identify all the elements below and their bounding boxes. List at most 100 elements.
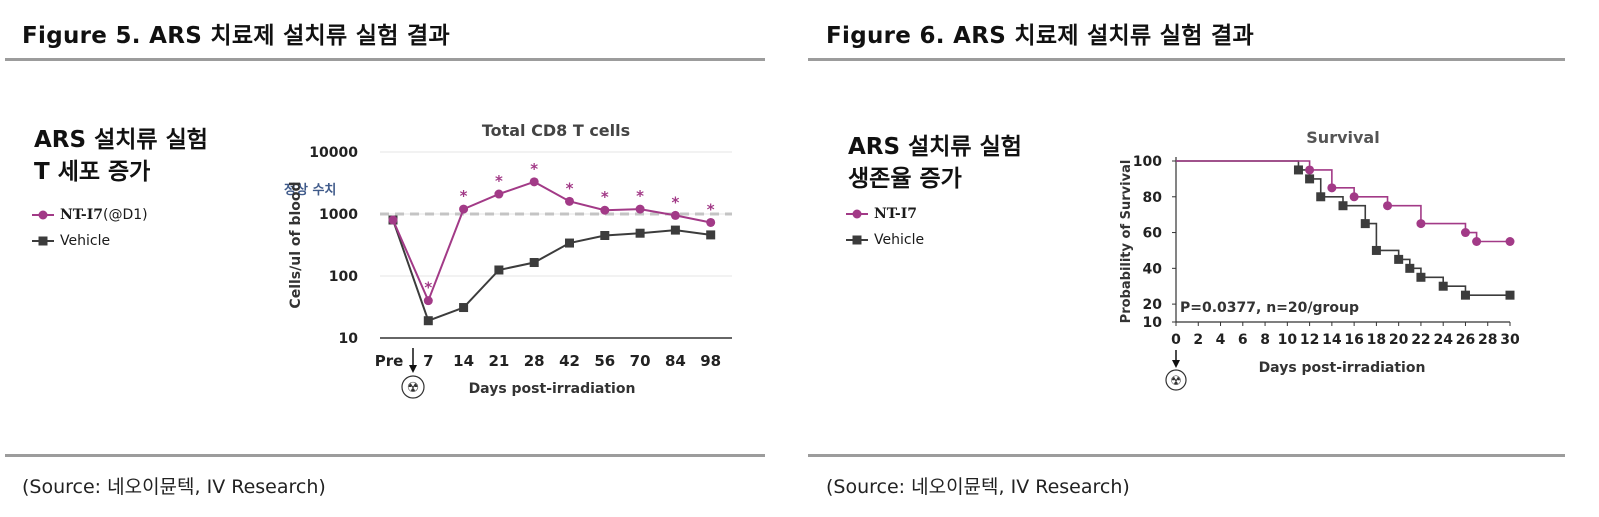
p-value-annotation: P=0.0377, n=20/group: [1180, 300, 1359, 316]
data-point-nt-i7: [494, 189, 504, 199]
legend-item-vehicle: Vehicle: [32, 228, 148, 254]
y-axis-label: Cells/ul of blood: [288, 181, 304, 308]
x-tick-label: 20: [1389, 332, 1409, 348]
data-point-vehicle: [459, 303, 469, 313]
x-tick-label: 70: [630, 352, 651, 370]
legend-swatch-circle: [846, 209, 868, 219]
heading-line-2: T 세포 증가: [34, 159, 151, 185]
legend-label-nt-i7: NT-I7: [60, 207, 103, 223]
significance-star: *: [424, 279, 432, 297]
x-tick-label: 28: [524, 352, 545, 370]
y-tick-label: 80: [1143, 190, 1163, 206]
significance-star: *: [636, 187, 644, 205]
data-point-vehicle: [1338, 201, 1348, 211]
x-tick-label: 21: [488, 352, 509, 370]
x-tick-label: 26: [1456, 332, 1475, 348]
x-tick-label: 8: [1260, 332, 1270, 348]
y-tick-label: 20: [1143, 297, 1163, 313]
y-axis-label: Probability of Survival: [1119, 160, 1134, 324]
radiation-icon-ring: [401, 375, 425, 399]
data-point-nt-i7: [529, 177, 539, 187]
legend-label-vehicle: Vehicle: [60, 233, 111, 249]
legend-item-nt-i7: NT-I7 (@D1): [32, 202, 148, 228]
figure-6-panel: Figure 6. ARS 치료제 설치류 실험 결과 ARS 설치류 실험 생…: [808, 0, 1599, 517]
data-point-nt-i7: [388, 215, 398, 225]
chart-heading: ARS 설치류 실험 생존율 증가: [848, 131, 1022, 195]
series-line-vehicle: [392, 219, 711, 323]
x-tick-label: Pre: [375, 352, 404, 370]
data-point-nt-i7: [1416, 219, 1426, 229]
significance-star: *: [495, 172, 503, 190]
series-step-vehicle: [1176, 160, 1510, 296]
figure-5-panel: Figure 5. ARS 치료제 설치류 실험 결과 ARS 설치류 실험 T…: [0, 0, 780, 517]
legend-label-vehicle: Vehicle: [874, 232, 925, 248]
legend-label-nt-i7: NT-I7: [874, 206, 917, 222]
data-point-vehicle: [1394, 254, 1404, 264]
heading-line-2: 생존율 증가: [848, 166, 962, 192]
significance-star: *: [671, 193, 679, 211]
data-point-nt-i7: [1327, 183, 1337, 193]
legend: NT-I7 Vehicle: [846, 201, 924, 253]
legend: NT-I7 (@D1) Vehicle: [32, 202, 148, 254]
y-tick-label: 1000: [319, 207, 358, 223]
chart-title: Total CD8 T cells: [482, 121, 630, 140]
title-rule: [5, 58, 765, 61]
heading-line-1: ARS 설치류 실험: [848, 134, 1022, 160]
heading-line-1: ARS 설치류 실험: [34, 127, 208, 153]
y-tick-label: 10: [339, 331, 359, 347]
y-tick-label: 10: [1143, 315, 1163, 331]
data-point-vehicle: [635, 228, 645, 238]
x-tick-label: 56: [594, 352, 615, 370]
data-point-vehicle: [1371, 245, 1381, 255]
legend-swatch-square: [32, 236, 54, 246]
y-tick-label: 40: [1143, 261, 1163, 277]
data-point-vehicle: [1293, 165, 1303, 175]
significance-star: *: [707, 200, 715, 218]
data-point-vehicle: [529, 258, 539, 268]
data-point-vehicle: [1438, 281, 1448, 291]
cd8-chart: Total CD8 T cells 10 100 1000 10000 정상 수치Cell…: [284, 121, 732, 399]
x-tick-label: 10: [1278, 332, 1298, 348]
data-point-nt-i7: [1505, 237, 1515, 246]
x-tick-label: 7: [423, 352, 433, 370]
data-point-vehicle: [1316, 192, 1326, 202]
data-point-vehicle: [1460, 290, 1470, 300]
series-line-nt-i7: [392, 180, 711, 304]
x-tick-label: 98: [700, 352, 721, 370]
y-tick-label: 60: [1143, 226, 1163, 242]
data-point-nt-i7: [706, 217, 716, 227]
x-tick-label: 6: [1238, 332, 1248, 348]
x-tick-label: 16: [1344, 332, 1363, 348]
significance-star: *: [566, 179, 574, 197]
y-tick-label: 100: [329, 269, 358, 285]
data-point-nt-i7: [1460, 228, 1470, 238]
data-point-nt-i7: [600, 205, 610, 215]
x-tick-label: 30: [1500, 332, 1520, 348]
data-point-nt-i7: [635, 204, 645, 214]
significance-star: *: [460, 187, 468, 205]
x-tick-label: 14: [453, 352, 474, 370]
x-tick-label: 2: [1193, 332, 1203, 348]
figure-title: Figure 5. ARS 치료제 설치류 실험 결과: [22, 23, 450, 49]
irradiation-arrow-head: [409, 365, 417, 373]
legend-item-vehicle: Vehicle: [846, 227, 924, 253]
radiation-icon: ☢: [407, 380, 420, 396]
x-tick-label: 22: [1411, 332, 1430, 348]
source-rule: [5, 454, 765, 457]
data-point-nt-i7: [1383, 201, 1393, 211]
data-point-vehicle: [1505, 290, 1515, 300]
normal-level-label: 정상 수치: [284, 182, 336, 198]
significance-star: *: [530, 160, 538, 178]
radiation-icon: ☢: [1170, 374, 1182, 389]
chart-title: Survival: [1306, 128, 1379, 147]
chart-heading: ARS 설치류 실험 T 세포 증가: [34, 124, 208, 188]
x-axis-label: Days post-irradiation: [1259, 360, 1426, 376]
x-tick-label: 14: [1322, 332, 1342, 348]
figure-title: Figure 6. ARS 치료제 설치류 실험 결과: [826, 23, 1254, 49]
data-point-nt-i7: [423, 296, 433, 306]
data-point-vehicle: [1305, 174, 1315, 184]
data-point-nt-i7: [670, 210, 680, 220]
x-axis-label: Days post-irradiation: [469, 381, 636, 397]
legend-swatch-square: [846, 235, 868, 245]
data-point-vehicle: [600, 231, 610, 241]
